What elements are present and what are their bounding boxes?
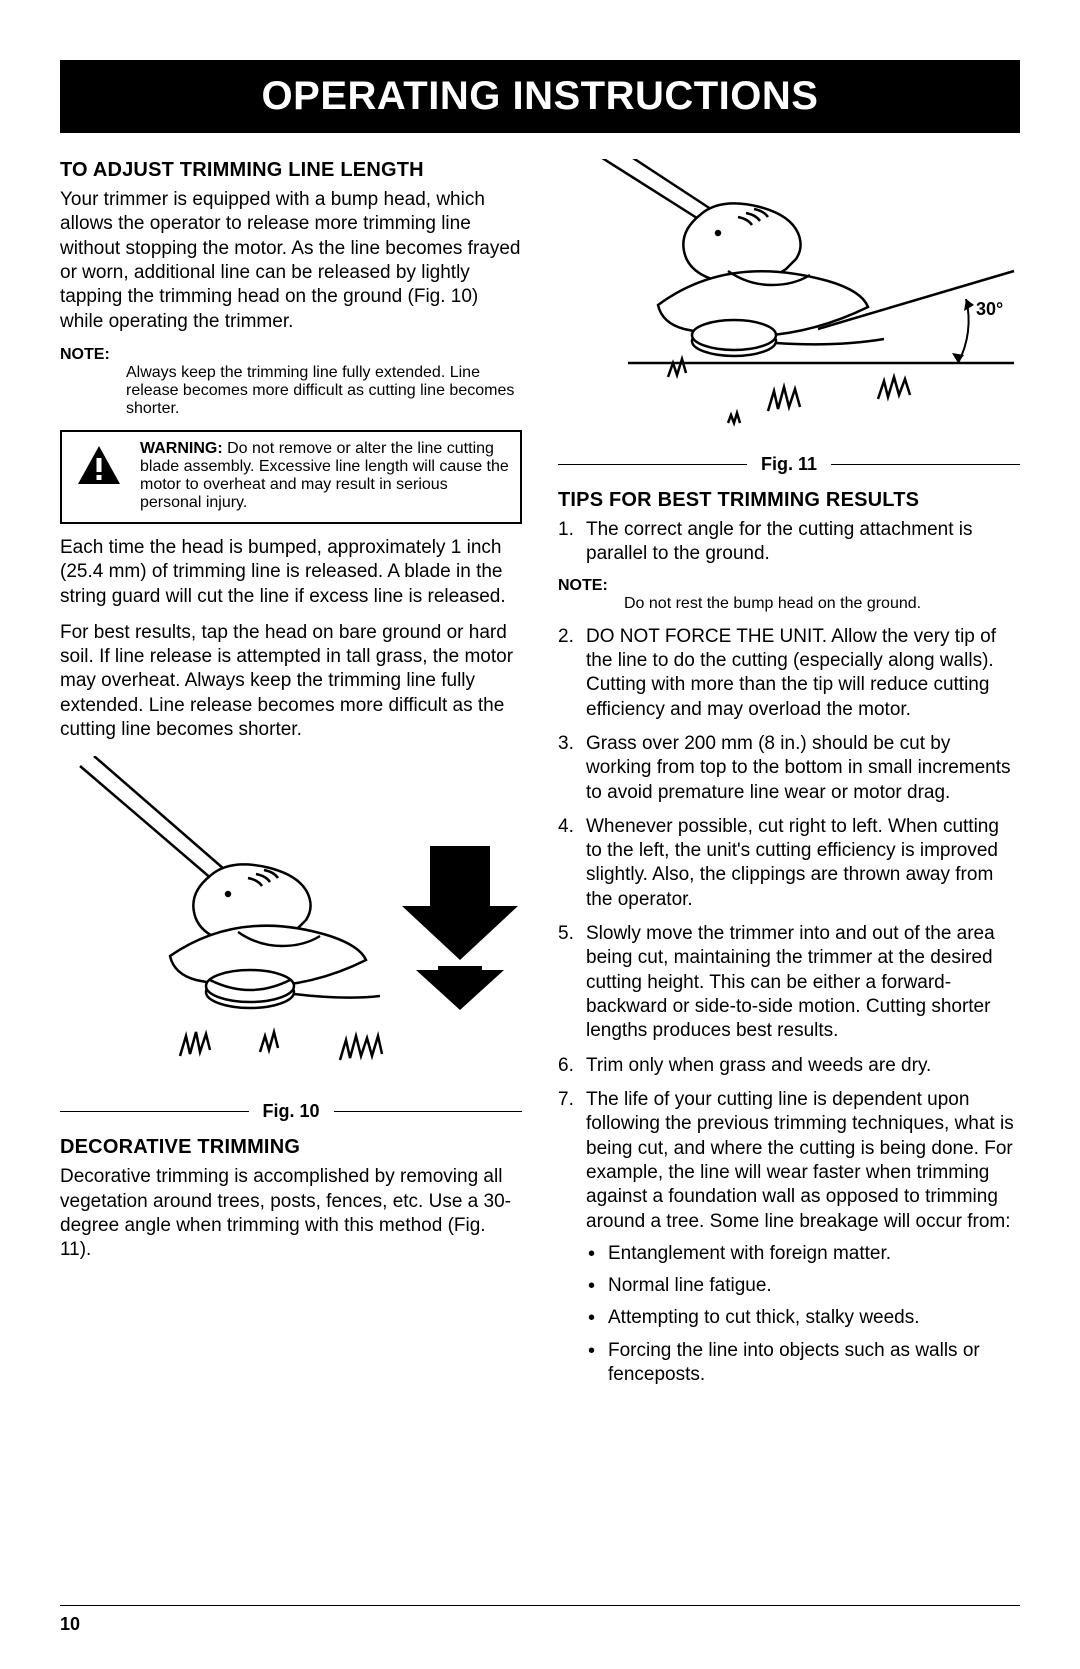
tip-7-bullets: Entanglement with foreign matter. Normal… bbox=[586, 1242, 1020, 1388]
adjust-note: NOTE: Always keep the trimming line full… bbox=[60, 346, 522, 418]
note-body: Always keep the trimming line fully exte… bbox=[60, 364, 522, 418]
adjust-title: TO ADJUST TRIMMING LINE LENGTH bbox=[60, 159, 522, 182]
tips-list-cont: DO NOT FORCE THE UNIT. Allow the very ti… bbox=[558, 625, 1020, 1388]
adjust-p2: Each time the head is bumped, approximat… bbox=[60, 536, 522, 609]
bullet-4: Forcing the line into objects such as wa… bbox=[586, 1339, 1020, 1388]
tips-note-label: NOTE: bbox=[558, 577, 608, 594]
warning-box: WARNING: Do not remove or alter the line… bbox=[60, 430, 522, 524]
warning-icon bbox=[72, 440, 126, 512]
tip-3: Grass over 200 mm (8 in.) should be cut … bbox=[558, 732, 1020, 805]
tips-note-body: Do not rest the bump head on the ground. bbox=[558, 595, 1020, 613]
tip-5: Slowly move the trimmer into and out of … bbox=[558, 922, 1020, 1044]
figure-11-svg: 30° bbox=[558, 159, 1018, 439]
angle-label: 30° bbox=[976, 299, 1003, 319]
tips-list: The correct angle for the cutting attach… bbox=[558, 518, 1020, 567]
figure-10-caption: Fig. 10 bbox=[60, 1101, 522, 1122]
figure-10-label: Fig. 10 bbox=[249, 1101, 334, 1122]
tips-note: NOTE: Do not rest the bump head on the g… bbox=[558, 577, 1020, 613]
warning-text: WARNING: Do not remove or alter the line… bbox=[140, 440, 510, 512]
adjust-p3: For best results, tap the head on bare g… bbox=[60, 621, 522, 743]
page-banner: OPERATING INSTRUCTIONS bbox=[60, 60, 1020, 133]
tip-7-text: The life of your cutting line is depende… bbox=[586, 1089, 1014, 1232]
tip-2: DO NOT FORCE THE UNIT. Allow the very ti… bbox=[558, 625, 1020, 722]
tip-7: The life of your cutting line is depende… bbox=[558, 1088, 1020, 1387]
figure-10-svg bbox=[60, 756, 520, 1086]
decorative-p1: Decorative trimming is accomplished by r… bbox=[60, 1165, 522, 1262]
tip-6: Trim only when grass and weeds are dry. bbox=[558, 1054, 1020, 1078]
adjust-p1: Your trimmer is equipped with a bump hea… bbox=[60, 188, 522, 334]
figure-11: 30° bbox=[558, 159, 1020, 444]
bullet-2: Normal line fatigue. bbox=[586, 1274, 1020, 1298]
content-columns: TO ADJUST TRIMMING LINE LENGTH Your trim… bbox=[60, 159, 1020, 1397]
figure-11-label: Fig. 11 bbox=[747, 454, 831, 475]
note-label: NOTE: bbox=[60, 346, 110, 363]
figure-10 bbox=[60, 756, 522, 1091]
tip-4: Whenever possible, cut right to left. Wh… bbox=[558, 815, 1020, 912]
bullet-3: Attempting to cut thick, stalky weeds. bbox=[586, 1306, 1020, 1330]
page-number: 10 bbox=[60, 1614, 1020, 1635]
page-footer: 10 bbox=[60, 1605, 1020, 1636]
left-column: TO ADJUST TRIMMING LINE LENGTH Your trim… bbox=[60, 159, 522, 1397]
figure-11-caption: Fig. 11 bbox=[558, 454, 1020, 475]
warning-label: WARNING: bbox=[140, 440, 223, 457]
bullet-1: Entanglement with foreign matter. bbox=[586, 1242, 1020, 1266]
tips-title: TIPS FOR BEST TRIMMING RESULTS bbox=[558, 489, 1020, 512]
tip-1: The correct angle for the cutting attach… bbox=[558, 518, 1020, 567]
right-column: 30° Fig. 11 TIPS FOR BEST TRIMMING RESUL… bbox=[558, 159, 1020, 1397]
decorative-title: DECORATIVE TRIMMING bbox=[60, 1136, 522, 1159]
